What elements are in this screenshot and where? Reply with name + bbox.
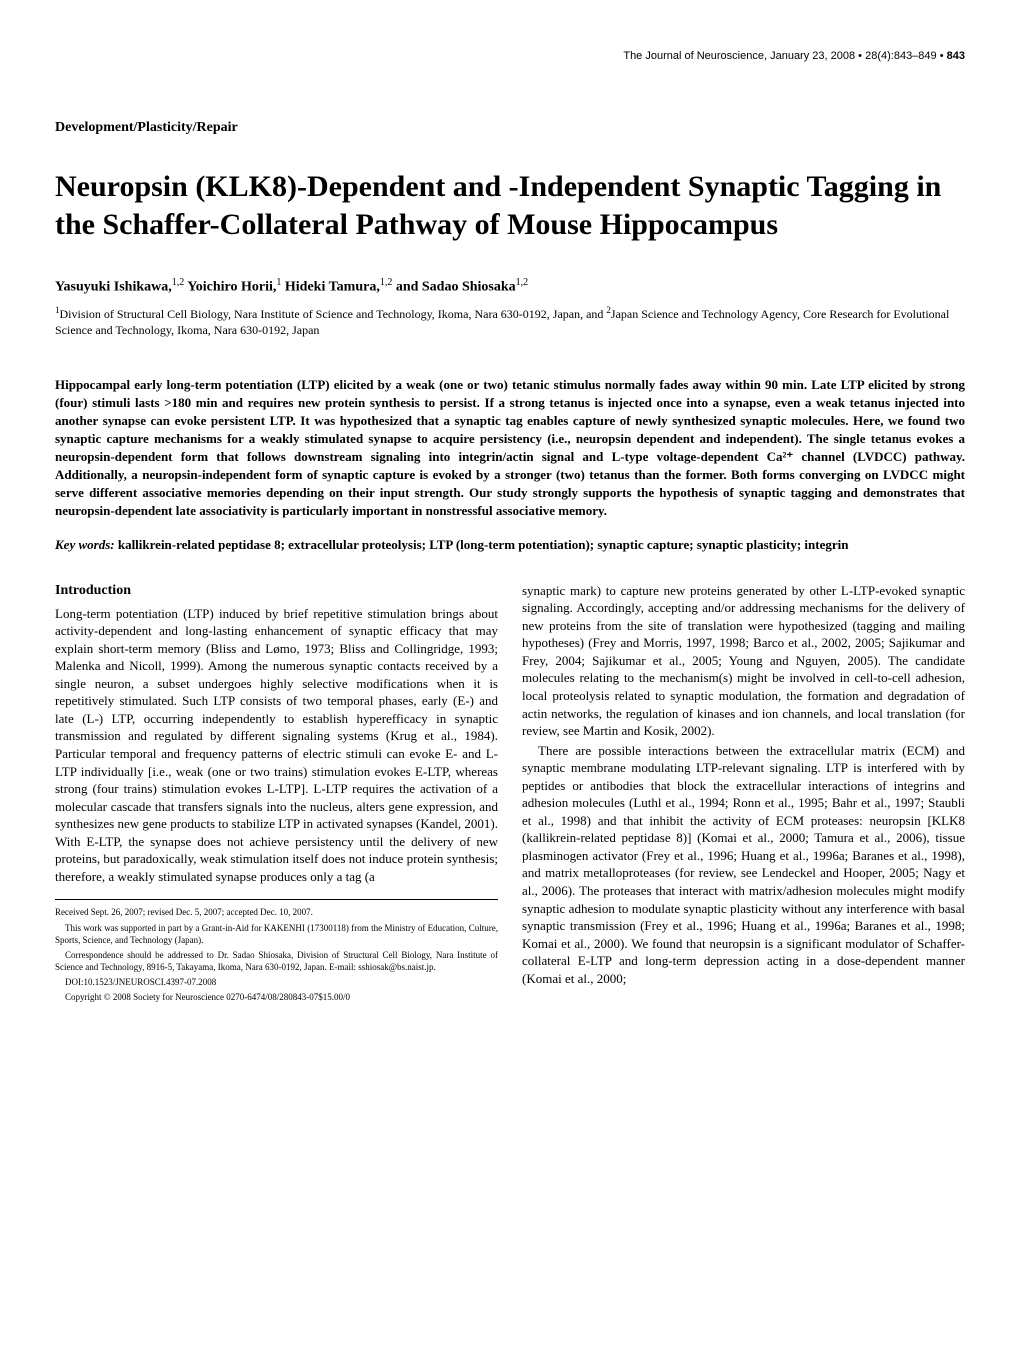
right-column: synaptic mark) to capture new proteins g… — [522, 582, 965, 1007]
authors-line: Yasuyuki Ishikawa,1,2 Yoichiro Horii,1 H… — [55, 277, 965, 296]
volume-pages: 28(4):843–849 — [865, 50, 937, 62]
affiliations: 1Division of Structural Cell Biology, Na… — [55, 304, 965, 338]
article-title: Neuropsin (KLK8)-Dependent and -Independ… — [55, 168, 965, 243]
body-columns: Introduction Long-term potentiation (LTP… — [55, 582, 965, 1007]
keywords: Key words: kallikrein-related peptidase … — [55, 536, 965, 554]
keywords-label: Key words: — [55, 537, 115, 552]
footnote-correspondence: Correspondence should be addressed to Dr… — [55, 949, 498, 973]
footnote-copyright: Copyright © 2008 Society for Neuroscienc… — [55, 991, 498, 1003]
section-label: Development/Plasticity/Repair — [55, 120, 965, 136]
introduction-heading: Introduction — [55, 582, 498, 601]
intro-para-3: There are possible interactions between … — [522, 742, 965, 988]
intro-para-1: Long-term potentiation (LTP) induced by … — [55, 605, 498, 886]
footnote-support: This work was supported in part by a Gra… — [55, 922, 498, 946]
journal-issue: The Journal of Neuroscience, January 23,… — [623, 50, 855, 62]
footnote-received: Received Sept. 26, 2007; revised Dec. 5,… — [55, 906, 498, 918]
running-header: The Journal of Neuroscience, January 23,… — [55, 50, 965, 62]
footnote-doi: DOI:10.1523/JNEUROSCI.4397-07.2008 — [55, 976, 498, 988]
abstract: Hippocampal early long-term potentiation… — [55, 376, 965, 520]
left-column: Introduction Long-term potentiation (LTP… — [55, 582, 498, 1007]
footnotes-block: Received Sept. 26, 2007; revised Dec. 5,… — [55, 899, 498, 1003]
intro-para-2: synaptic mark) to capture new proteins g… — [522, 582, 965, 740]
page-number: 843 — [947, 50, 965, 62]
